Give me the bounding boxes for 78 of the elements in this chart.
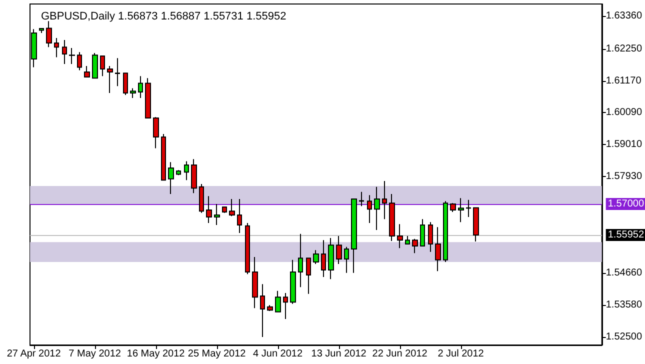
x-tick-label: 16 May 2012 xyxy=(126,348,186,360)
candlestick xyxy=(443,200,448,262)
candlestick xyxy=(229,198,235,217)
x-tick-label: 7 May 2012 xyxy=(68,348,122,360)
candlestick xyxy=(168,162,174,195)
candlestick xyxy=(92,52,98,79)
candlestick xyxy=(313,250,319,265)
candlestick xyxy=(69,48,75,64)
candlestick xyxy=(359,191,364,207)
candlestick xyxy=(306,258,311,294)
candlestick xyxy=(130,88,136,98)
candlestick xyxy=(466,199,471,218)
candlestick xyxy=(374,186,380,231)
candlestick xyxy=(420,218,425,247)
candlestick xyxy=(54,37,59,58)
candlestick xyxy=(397,224,403,249)
candlestick xyxy=(191,158,197,194)
candlestick xyxy=(176,170,181,176)
candlestick xyxy=(237,198,242,234)
candlestick xyxy=(435,226,441,272)
y-tick-label: 1.54660 xyxy=(606,268,642,279)
candlestick xyxy=(336,235,342,265)
candlestick xyxy=(450,202,456,213)
candlestick xyxy=(245,222,250,275)
y-tick-label: 1.62250 xyxy=(606,43,642,54)
x-tick-label: 27 Apr 2012 xyxy=(6,348,62,360)
x-tick-label: 4 Jun 2012 xyxy=(253,348,303,360)
candlestick xyxy=(290,259,296,304)
candlestick xyxy=(222,206,227,214)
candlestick xyxy=(283,292,288,320)
candlestick xyxy=(260,284,265,338)
ref-line-label: 1.57000 xyxy=(608,198,644,210)
candlestick xyxy=(252,256,258,309)
x-tick-label: 13 Jun 2012 xyxy=(311,348,367,360)
y-tick-label: 1.53580 xyxy=(606,300,642,311)
candlestick xyxy=(412,238,418,254)
candlestick xyxy=(100,56,105,77)
candlestick xyxy=(138,76,143,98)
candlestick xyxy=(184,160,189,181)
candlestick xyxy=(321,240,326,278)
candlestick xyxy=(351,198,357,274)
candlestick xyxy=(62,40,67,64)
y-tick-label: 1.59010 xyxy=(606,139,642,150)
candlestick xyxy=(107,66,113,94)
y-tick-label: 1.57930 xyxy=(606,171,642,182)
candlestick xyxy=(161,134,166,181)
y-tick-label: 1.52500 xyxy=(606,332,642,343)
candlestick xyxy=(428,222,433,252)
candlestick xyxy=(344,246,349,274)
candlestick xyxy=(382,180,387,220)
candlestick xyxy=(153,116,159,149)
candlestick xyxy=(458,198,464,223)
candlestick xyxy=(275,290,281,312)
candlestick xyxy=(473,206,479,242)
candlestick xyxy=(199,183,204,214)
candlestick xyxy=(328,238,334,280)
candlestick xyxy=(389,194,395,242)
candlestick xyxy=(123,72,128,96)
candlestick xyxy=(39,28,44,34)
candlestick xyxy=(267,304,273,312)
candlestick xyxy=(206,196,212,224)
candlestick xyxy=(298,233,303,288)
y-tick-label: 1.60090 xyxy=(606,107,642,118)
candlestick xyxy=(46,20,52,48)
candlestick xyxy=(77,52,82,71)
candlestick xyxy=(145,78,151,119)
x-tick-label: 22 Jun 2012 xyxy=(372,348,428,360)
ref-line-label: 1.55952 xyxy=(608,230,644,241)
candlestick xyxy=(405,235,410,244)
candlestick xyxy=(367,194,372,224)
candlestick xyxy=(115,58,120,87)
candlestick xyxy=(84,66,90,78)
x-tick-label: 2 Jul 2012 xyxy=(438,348,484,360)
y-tick-label: 1.61170 xyxy=(606,75,642,86)
y-tick-label: 1.63360 xyxy=(606,10,642,22)
x-tick-label: 25 May 2012 xyxy=(188,348,246,360)
candlestick xyxy=(214,204,220,226)
text: GBPUSD,Daily 1.56873 1.56887 1.55731 1.55952 xyxy=(41,10,286,22)
